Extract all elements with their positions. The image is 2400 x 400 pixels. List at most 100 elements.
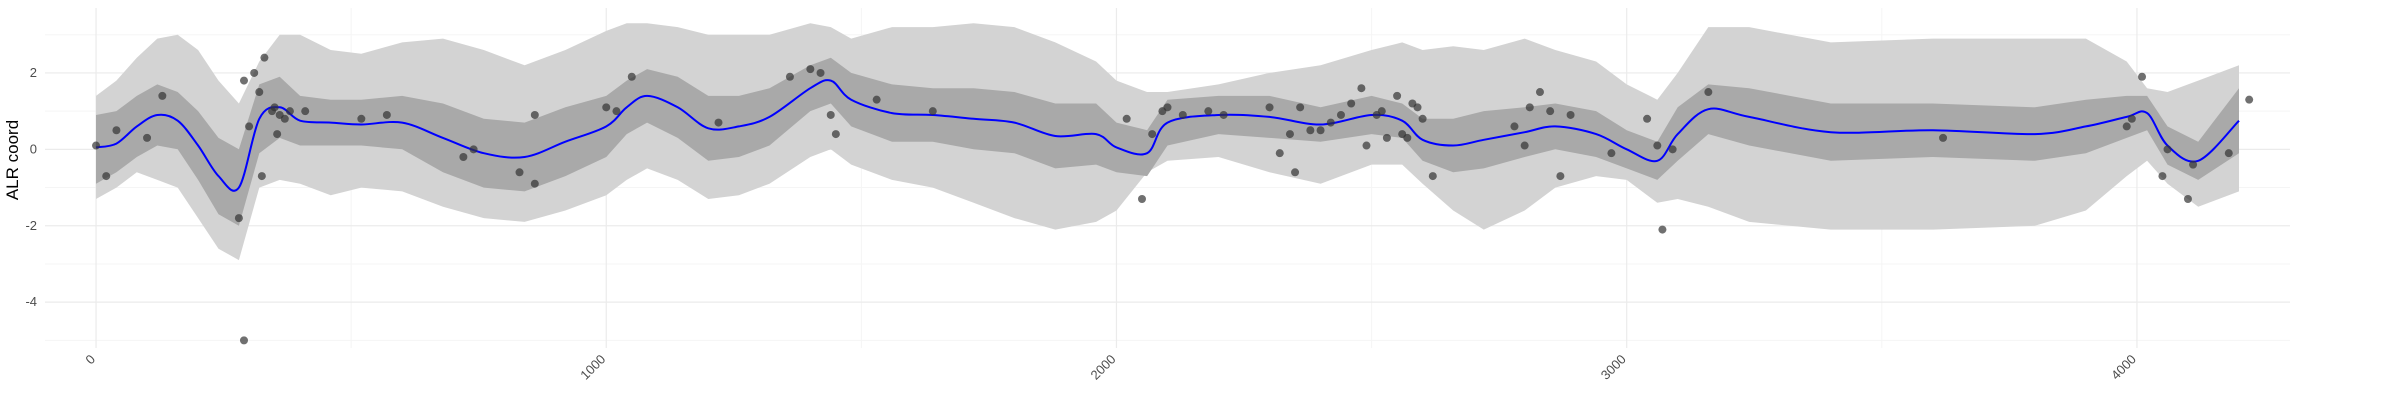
data-point — [143, 133, 152, 142]
data-point — [714, 118, 723, 127]
y-axis-tick-labels: -4 -2 0 2 — [25, 65, 37, 309]
data-point — [257, 172, 266, 181]
data-point — [2245, 95, 2254, 104]
data-point — [245, 122, 254, 131]
data-point — [469, 145, 478, 154]
data-point — [1219, 110, 1228, 119]
data-point — [2163, 145, 2172, 154]
data-point — [2138, 72, 2147, 81]
data-point — [2183, 195, 2192, 204]
data-point — [1316, 126, 1325, 135]
data-point — [1510, 122, 1519, 131]
data-point — [1418, 114, 1427, 123]
data-point — [1566, 110, 1575, 119]
data-point — [785, 72, 794, 81]
data-point — [826, 110, 835, 119]
data-point — [2224, 149, 2233, 158]
data-point — [806, 65, 815, 74]
data-point — [602, 103, 611, 112]
x-tick-label: 0 — [82, 352, 98, 368]
y-tick-label: 2 — [30, 65, 37, 80]
data-point — [1520, 141, 1529, 150]
x-tick-label: 4000 — [2108, 352, 2139, 383]
data-point — [239, 76, 248, 85]
data-point — [102, 172, 111, 181]
data-point — [239, 336, 248, 345]
data-point — [285, 107, 294, 116]
data-point — [1939, 133, 1948, 142]
x-axis-tick-labels: 0 1000 2000 3000 4000 — [82, 352, 2139, 383]
data-point — [1607, 149, 1616, 158]
data-point — [1178, 110, 1187, 119]
data-point — [301, 107, 310, 116]
data-point — [1204, 107, 1213, 116]
data-point — [1137, 195, 1146, 204]
data-point — [260, 53, 269, 62]
data-point — [1362, 141, 1371, 150]
data-point — [872, 95, 881, 104]
inner-credible-band — [96, 57, 2239, 226]
data-point — [234, 214, 243, 223]
data-point — [255, 88, 264, 97]
data-point — [1357, 84, 1366, 93]
data-point — [1148, 130, 1157, 139]
data-point — [515, 168, 524, 177]
data-point — [1643, 114, 1652, 123]
data-point — [459, 152, 468, 161]
data-point — [1556, 172, 1565, 181]
y-tick-label: -4 — [25, 294, 37, 309]
data-point — [382, 110, 391, 119]
data-point — [2189, 160, 2198, 169]
data-point — [2122, 122, 2131, 131]
data-point — [816, 68, 825, 77]
x-tick-label: 3000 — [1598, 352, 1629, 383]
y-tick-label: 0 — [30, 141, 37, 156]
data-point — [1428, 172, 1437, 181]
data-point — [1525, 103, 1534, 112]
data-point — [831, 130, 840, 139]
y-tick-label: -2 — [25, 218, 37, 233]
data-point — [2127, 114, 2136, 123]
data-point — [1306, 126, 1315, 135]
data-point — [1658, 225, 1667, 234]
data-point — [1285, 130, 1294, 139]
data-point — [1413, 103, 1422, 112]
data-point — [1668, 145, 1677, 154]
data-point — [1377, 107, 1386, 116]
x-tick-label: 2000 — [1088, 352, 1119, 383]
data-point — [1403, 133, 1412, 142]
data-point — [928, 107, 937, 116]
data-point — [1704, 88, 1713, 97]
data-point — [1122, 114, 1131, 123]
data-point — [1535, 88, 1544, 97]
data-point — [250, 68, 259, 77]
data-point — [158, 91, 167, 100]
data-point — [1275, 149, 1284, 158]
y-axis-title: ALR coord — [3, 120, 22, 200]
data-point — [627, 72, 636, 81]
data-point — [112, 126, 121, 135]
data-point — [1291, 168, 1300, 177]
data-point — [357, 114, 366, 123]
data-point — [1326, 118, 1335, 127]
data-point — [1163, 103, 1172, 112]
data-point — [1546, 107, 1555, 116]
posterior-mean-line — [95, 79, 2240, 192]
data-point — [1296, 103, 1305, 112]
data-point — [530, 179, 539, 188]
data-point — [2158, 172, 2167, 181]
data-point — [530, 110, 539, 119]
data-point — [1336, 110, 1345, 119]
x-tick-label: 1000 — [577, 352, 608, 383]
data-point — [1347, 99, 1356, 108]
data-point — [270, 103, 279, 112]
data-point — [1382, 133, 1391, 142]
data-point — [1653, 141, 1662, 150]
data-point — [612, 107, 621, 116]
data-point — [280, 114, 289, 123]
data-point — [1265, 103, 1274, 112]
data-point — [92, 141, 101, 150]
data-point — [273, 130, 282, 139]
data-points — [92, 53, 2254, 345]
